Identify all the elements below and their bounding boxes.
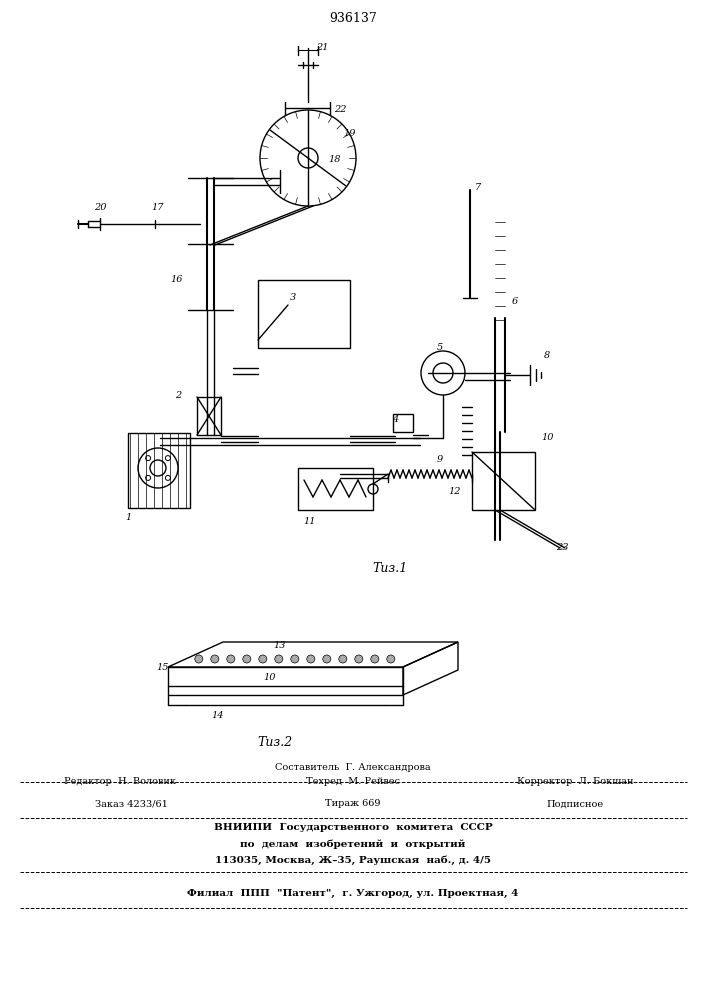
Text: 14: 14 <box>212 710 224 720</box>
Circle shape <box>339 655 347 663</box>
Text: Филиал  ППП  "Патент",  г. Ужгород, ул. Проектная, 4: Филиал ППП "Патент", г. Ужгород, ул. Про… <box>187 888 519 898</box>
Circle shape <box>195 655 203 663</box>
Text: 10: 10 <box>264 674 276 682</box>
Circle shape <box>227 655 235 663</box>
Text: Тираж 669: Тираж 669 <box>325 800 381 808</box>
Text: 7: 7 <box>475 184 481 192</box>
Text: ВНИИПИ  Государственного  комитета  СССР: ВНИИПИ Государственного комитета СССР <box>214 824 492 832</box>
Text: 13: 13 <box>274 641 286 650</box>
Circle shape <box>243 655 251 663</box>
Text: Техред  М. Рейвес: Техред М. Рейвес <box>306 778 400 786</box>
Circle shape <box>211 655 218 663</box>
Text: Составитель  Г. Александрова: Составитель Г. Александрова <box>275 764 431 772</box>
Text: Заказ 4233/61: Заказ 4233/61 <box>95 800 168 808</box>
Text: 936137: 936137 <box>329 11 377 24</box>
Circle shape <box>291 655 299 663</box>
Text: 5: 5 <box>437 344 443 353</box>
Text: 11: 11 <box>304 518 316 526</box>
Text: 1: 1 <box>125 514 131 522</box>
Text: 15: 15 <box>157 664 169 672</box>
Text: Τиз.1: Τиз.1 <box>373 562 408 574</box>
Text: 21: 21 <box>316 43 328 52</box>
Text: Редактор  Н. Воловик: Редактор Н. Воловик <box>64 778 176 786</box>
Circle shape <box>259 655 267 663</box>
Text: 6: 6 <box>512 298 518 306</box>
Circle shape <box>355 655 363 663</box>
Text: 20: 20 <box>94 202 106 212</box>
Text: 23: 23 <box>556 544 568 552</box>
Bar <box>393 414 413 432</box>
Text: 16: 16 <box>171 275 183 284</box>
Text: 2: 2 <box>175 390 181 399</box>
Circle shape <box>323 655 331 663</box>
Bar <box>197 397 221 435</box>
Text: 113035, Москва, Ж–35, Раушская  наб., д. 4/5: 113035, Москва, Ж–35, Раушская наб., д. … <box>215 855 491 865</box>
Text: 10: 10 <box>542 434 554 442</box>
Circle shape <box>370 655 379 663</box>
Bar <box>128 433 190 508</box>
Circle shape <box>307 655 315 663</box>
Text: 22: 22 <box>334 105 346 114</box>
Text: 8: 8 <box>544 351 550 360</box>
Text: Τиз.2: Τиз.2 <box>257 736 293 748</box>
Text: 18: 18 <box>329 155 341 164</box>
Text: 12: 12 <box>449 488 461 496</box>
Circle shape <box>387 655 395 663</box>
Text: 3: 3 <box>290 294 296 302</box>
Text: 9: 9 <box>437 456 443 464</box>
Text: Подписное: Подписное <box>547 800 604 808</box>
Text: 4: 4 <box>392 416 398 424</box>
Text: 17: 17 <box>152 202 164 212</box>
Circle shape <box>275 655 283 663</box>
Bar <box>298 468 373 510</box>
Text: 19: 19 <box>344 128 356 137</box>
Text: по  делам  изобретений  и  открытий: по делам изобретений и открытий <box>240 839 466 849</box>
Text: Корректор  Л. Бокшан: Корректор Л. Бокшан <box>517 778 633 786</box>
Bar <box>258 280 350 348</box>
